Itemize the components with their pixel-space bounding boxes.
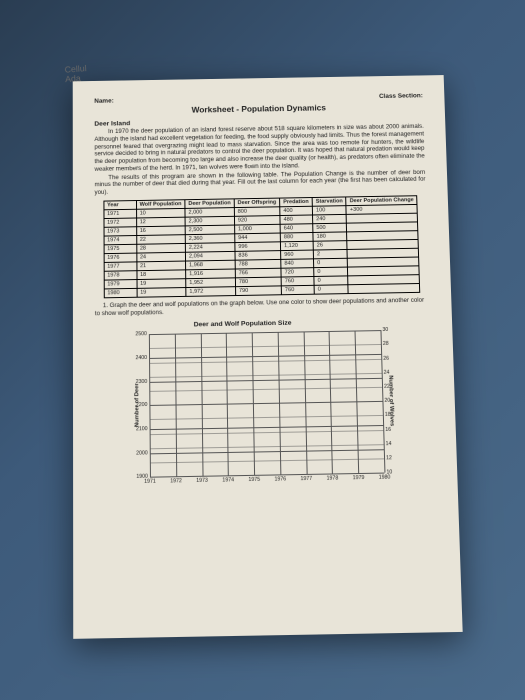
y-right-tick: 18 <box>384 412 398 418</box>
y-left-tick: 2200 <box>119 402 147 409</box>
x-tick: 1975 <box>248 477 260 483</box>
y-left-tick: 2500 <box>118 331 146 337</box>
worksheet-page: Cellul Ada Name: Class Section: Workshee… <box>72 75 462 639</box>
y-right-tick: 12 <box>385 455 399 461</box>
y-right-tick: 14 <box>385 441 399 447</box>
table-cell: 760 <box>281 285 314 294</box>
y-right-tick: 30 <box>382 327 396 333</box>
chart-title: Deer and Wolf Population Size <box>112 319 371 330</box>
x-tick: 1976 <box>274 477 286 483</box>
y-right-tick: 24 <box>383 369 397 375</box>
x-tick: 1973 <box>196 478 208 484</box>
y-right-tick: 16 <box>385 426 399 432</box>
x-tick: 1972 <box>170 478 182 484</box>
y-right-tick: 28 <box>382 341 396 347</box>
x-tick: 1977 <box>300 476 312 482</box>
population-chart: Deer and Wolf Population Size Number of … <box>112 316 416 492</box>
chart-grid <box>148 330 384 477</box>
table-cell <box>348 283 420 293</box>
table-cell: 1,972 <box>185 286 235 296</box>
paragraph-1: In 1970 the deer population of an island… <box>94 123 425 173</box>
x-tick: 1971 <box>144 479 156 485</box>
table-cell: 19 <box>136 287 185 297</box>
x-tick: 1980 <box>378 475 390 481</box>
y-right-tick: 26 <box>383 355 397 361</box>
graph-instruction: 1. Graph the deer and wolf populations o… <box>94 296 429 317</box>
x-tick: 1978 <box>326 476 338 482</box>
y-right-tick: 20 <box>384 398 398 404</box>
y-left-tick: 2100 <box>119 426 147 433</box>
x-tick: 1979 <box>352 475 364 481</box>
table-cell: 1980 <box>103 288 136 297</box>
table-cell: 0 <box>314 284 348 293</box>
section-label: Class Section: <box>378 93 422 100</box>
y-left-tick: 2400 <box>119 355 147 361</box>
corner-line2: Ada <box>64 73 86 84</box>
name-label: Name: <box>94 98 113 105</box>
x-tick: 1974 <box>222 477 234 483</box>
table-cell: 790 <box>235 286 281 296</box>
y-left-tick: 2000 <box>119 450 147 457</box>
y-left-tick: 2300 <box>119 379 147 385</box>
paragraph-2: The results of this program are shown in… <box>94 169 425 197</box>
y-right-tick: 22 <box>383 384 397 390</box>
population-table: YearWolf PopulationDeer PopulationDeer O… <box>103 195 421 298</box>
page-corner-text: Cellul Ada <box>64 64 87 84</box>
